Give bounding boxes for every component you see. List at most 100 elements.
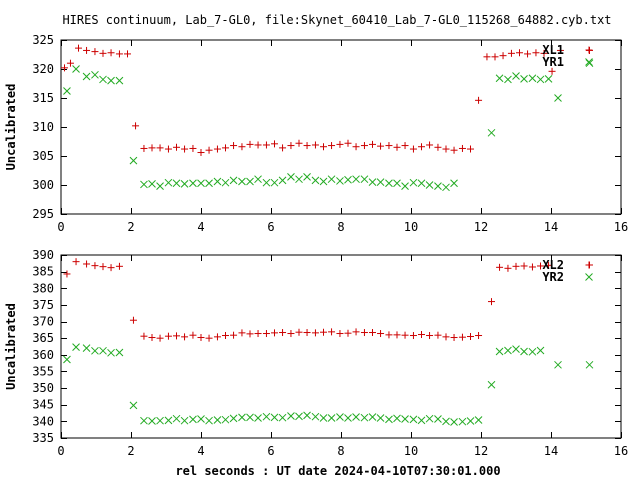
data-point: [376, 178, 385, 186]
data-point: [287, 330, 295, 338]
x-tick-label: 16: [614, 444, 628, 458]
data-point: [181, 333, 189, 341]
data-point: [270, 413, 279, 422]
data-point: [61, 64, 68, 72]
data-point: [417, 416, 426, 425]
data-point: [129, 401, 138, 410]
data-point: [115, 50, 123, 58]
plot-frame: [60, 39, 622, 215]
data-point: [115, 262, 123, 270]
legend-label: XL1: [542, 43, 564, 57]
data-point: [140, 144, 148, 152]
x-tick-label: 12: [474, 220, 488, 234]
data-point: [540, 49, 548, 57]
data-point: [164, 332, 172, 340]
data-point: [205, 179, 213, 188]
legend-marker: [585, 58, 593, 66]
data-point: [512, 262, 520, 270]
x-tick-label: 2: [127, 220, 134, 234]
data-point: [129, 156, 138, 165]
data-point: [532, 49, 540, 57]
data-point: [205, 416, 213, 425]
data-point: [496, 263, 504, 271]
x-tick-label: 8: [337, 444, 344, 458]
y-tick-label: 305: [32, 149, 54, 163]
data-point: [278, 413, 287, 422]
data-point: [520, 347, 528, 356]
data-point: [425, 414, 434, 423]
data-point: [124, 50, 131, 58]
data-point: [458, 417, 467, 426]
y-tick-label: 350: [32, 381, 54, 395]
data-point: [401, 182, 409, 191]
x-tick-label: 8: [337, 220, 344, 234]
data-point: [409, 145, 417, 153]
data-point: [172, 179, 181, 188]
data-point: [72, 65, 80, 73]
data-point: [385, 415, 393, 424]
data-point: [401, 142, 409, 150]
data-point: [197, 179, 205, 188]
data-point: [238, 143, 246, 151]
data-point: [434, 415, 442, 423]
data-point: [303, 142, 311, 150]
data-point: [450, 179, 458, 188]
data-point: [205, 146, 213, 154]
data-point: [63, 87, 71, 95]
data-point: [488, 298, 495, 306]
data-point: [82, 344, 91, 353]
data-point: [197, 415, 205, 423]
data-point: [393, 414, 401, 423]
data-point: [262, 141, 270, 149]
data-point: [504, 346, 512, 355]
data-point: [164, 145, 172, 153]
data-point: [148, 179, 156, 188]
data-point: [83, 46, 91, 54]
data-point: [246, 330, 254, 338]
data-point: [72, 343, 80, 352]
data-point: [189, 144, 197, 152]
data-point: [107, 348, 115, 357]
data-point: [205, 334, 213, 342]
data-point: [164, 416, 173, 425]
data-point: [156, 144, 164, 152]
data-point: [278, 176, 287, 185]
data-point: [483, 53, 491, 61]
data-point: [222, 144, 229, 152]
y-tick-label: 370: [32, 315, 54, 329]
data-point: [528, 263, 536, 271]
data-point: [221, 178, 230, 187]
data-point: [173, 332, 180, 340]
data-point: [303, 411, 311, 420]
data-point: [360, 413, 369, 422]
y-tick-label: 390: [32, 248, 54, 262]
data-point: [189, 179, 197, 188]
data-point: [516, 49, 523, 57]
legend-label: XL2: [542, 258, 564, 272]
legend-marker: [585, 46, 593, 54]
data-point: [319, 177, 328, 186]
data-point: [148, 334, 156, 342]
x-tick-label: 10: [404, 220, 418, 234]
data-point: [328, 328, 336, 336]
data-point: [238, 413, 246, 422]
x-tick-label: 14: [544, 220, 558, 234]
data-point: [66, 59, 74, 67]
data-point: [254, 414, 262, 422]
x-tick-label: 2: [127, 444, 134, 458]
data-point: [352, 328, 360, 336]
data-point: [545, 261, 553, 269]
data-point: [536, 346, 545, 355]
data-point: [115, 348, 124, 357]
data-point: [487, 128, 496, 137]
x-tick-label: 16: [614, 220, 628, 234]
y-tick-label: 360: [32, 348, 54, 362]
data-point: [524, 50, 532, 58]
data-point: [229, 176, 238, 185]
data-point: [393, 331, 401, 339]
y-tick-label: 335: [32, 431, 54, 445]
data-point: [221, 415, 230, 424]
data-point: [401, 415, 409, 423]
data-point: [450, 146, 458, 154]
